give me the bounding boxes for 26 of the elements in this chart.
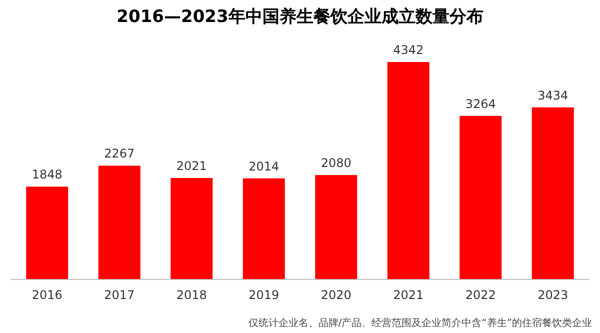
bar	[532, 107, 574, 279]
data-label: 2021	[176, 158, 207, 173]
x-tick-label: 2023	[538, 288, 568, 302]
bar	[170, 178, 213, 279]
data-label: 2080	[320, 156, 352, 170]
data-label: 2267	[104, 146, 135, 161]
x-tick-label: 2019	[248, 288, 280, 302]
x-tick-label: 2018	[176, 288, 207, 302]
chart-title: 2016—2023年中国养生餐饮企业成立数量分布	[116, 7, 484, 27]
bar	[26, 186, 68, 279]
bar	[315, 175, 358, 279]
x-tick-label: 2022	[465, 288, 496, 302]
data-label: 3264	[465, 96, 496, 111]
data-label: 4342	[393, 43, 424, 57]
data-label: 1848	[32, 168, 62, 182]
x-tick-label: 2017	[104, 288, 135, 302]
data-label: 3434	[538, 88, 568, 102]
x-tick-label: 2020	[320, 288, 352, 302]
bar	[98, 166, 140, 279]
bar	[460, 116, 502, 279]
x-tick-label: 2016	[32, 288, 62, 302]
text: 仅统计企业名、品牌/产品、经营范围及企业简介中含“养生”的住宿餐饮类企业	[248, 317, 592, 329]
data-label: 2014	[248, 159, 280, 174]
bar	[242, 178, 285, 279]
bar	[387, 62, 430, 279]
x-tick-label: 2021	[393, 288, 424, 302]
